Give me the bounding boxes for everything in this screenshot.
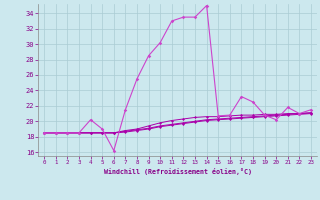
X-axis label: Windchill (Refroidissement éolien,°C): Windchill (Refroidissement éolien,°C) [104, 168, 252, 175]
